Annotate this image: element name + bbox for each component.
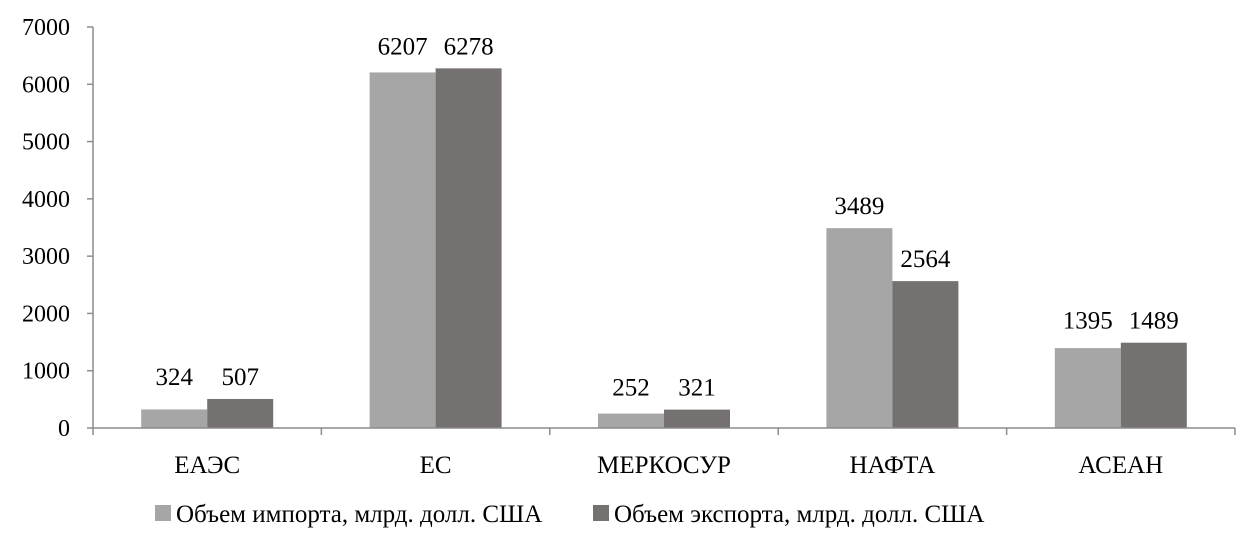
category-label: АСЕАН xyxy=(1078,452,1163,479)
data-label: 321 xyxy=(678,375,716,402)
y-tick-label: 4000 xyxy=(22,187,70,213)
bar-import xyxy=(598,413,664,428)
legend-label: Объем экспорта, млрд. долл. США xyxy=(614,501,984,528)
bar-export xyxy=(1120,342,1187,428)
bar-import xyxy=(369,72,436,428)
data-label: 324 xyxy=(155,364,193,391)
bar-import xyxy=(826,228,893,428)
data-label: 1489 xyxy=(1129,308,1179,335)
data-label: 252 xyxy=(612,375,650,402)
y-tick-label: 2000 xyxy=(22,301,70,327)
bar-import xyxy=(1054,348,1121,428)
category-label: ЕАЭС xyxy=(174,452,240,479)
y-tick-label: 7000 xyxy=(22,15,70,41)
bar-import xyxy=(141,409,208,428)
data-labels: 324 507 6207 6278 252 321 3489 2564 1395 1489 xyxy=(155,33,1178,401)
category-label: НАФТА xyxy=(850,452,936,479)
data-label: 1395 xyxy=(1063,308,1113,335)
legend-swatch xyxy=(155,505,171,521)
y-tick-label: 3000 xyxy=(22,244,70,270)
y-tick-label: 5000 xyxy=(22,130,70,156)
bar-export xyxy=(207,398,274,428)
data-label: 6278 xyxy=(444,33,494,60)
data-label: 507 xyxy=(221,364,259,391)
legend: Объем импорта, млрд. долл. США Объем эксп… xyxy=(155,501,984,528)
data-label: 2564 xyxy=(900,246,951,273)
category-label: МЕРКОСУР xyxy=(597,452,731,479)
bar-export xyxy=(892,281,959,428)
bar-export xyxy=(435,68,502,428)
category-labels: ЕАЭС ЕС МЕРКОСУР НАФТА АСЕАН xyxy=(174,452,1163,479)
y-tick-label: 1000 xyxy=(22,359,70,385)
y-tick-label: 0 xyxy=(58,416,70,442)
legend-label: Объем импорта, млрд. долл. США xyxy=(176,501,542,528)
x-axis xyxy=(92,427,1236,435)
bar-export xyxy=(664,409,730,428)
y-tick-label: 6000 xyxy=(22,72,70,98)
category-label: ЕС xyxy=(420,452,452,479)
bars xyxy=(141,68,1187,428)
legend-swatch xyxy=(593,505,609,521)
y-axis-ticks: 0 1000 2000 3000 4000 5000 6000 7000 xyxy=(22,15,93,442)
data-label: 3489 xyxy=(834,193,884,220)
data-label: 6207 xyxy=(378,33,428,60)
